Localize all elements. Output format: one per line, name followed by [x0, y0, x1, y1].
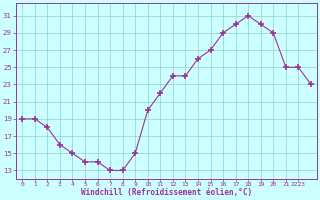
X-axis label: Windchill (Refroidissement éolien,°C): Windchill (Refroidissement éolien,°C): [81, 188, 252, 197]
